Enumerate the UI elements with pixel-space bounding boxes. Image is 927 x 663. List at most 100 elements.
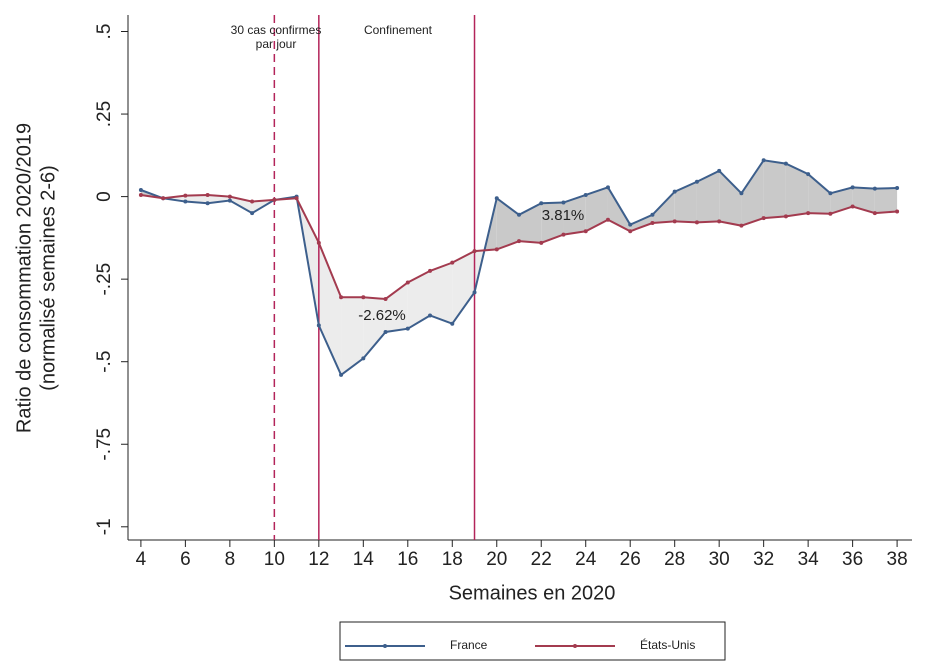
x-tick-label: 38 <box>887 549 908 570</box>
point <box>450 321 455 326</box>
point <box>339 295 344 300</box>
point <box>138 192 143 197</box>
point <box>494 196 499 201</box>
annotation: Confinement <box>364 23 433 37</box>
point <box>161 196 166 201</box>
point <box>828 211 833 216</box>
y-tick-label: .25 <box>94 101 115 127</box>
x-tick-label: 8 <box>225 549 236 570</box>
point <box>850 204 855 209</box>
legend-box <box>339 621 726 661</box>
gap-area <box>808 174 831 214</box>
x-tick-label: 24 <box>575 549 597 570</box>
point <box>694 220 699 225</box>
gap-area <box>674 181 697 223</box>
gap-area <box>763 160 786 219</box>
gap-area <box>452 251 475 324</box>
point <box>272 197 277 202</box>
point <box>872 211 877 216</box>
point <box>183 193 188 198</box>
gap-area <box>741 160 764 226</box>
point <box>806 172 811 177</box>
point <box>694 179 699 184</box>
x-tick-label: 20 <box>486 549 507 570</box>
x-tick-label: 10 <box>264 549 285 570</box>
gap-area <box>363 297 386 359</box>
x-tick-label: 26 <box>620 549 641 570</box>
y-axis-label: Ratio de consommation 2020/2019 <box>13 123 35 433</box>
x-axis-label: Semaines en 2020 <box>449 582 616 604</box>
x-tick-label: 16 <box>397 549 418 570</box>
point <box>383 296 388 301</box>
x-tick-label: 36 <box>842 549 863 570</box>
point <box>516 212 521 217</box>
point <box>539 201 544 206</box>
gap-area <box>407 270 431 329</box>
annotation: 3.81% <box>542 207 585 224</box>
point <box>783 161 788 166</box>
point <box>227 194 232 199</box>
point <box>472 249 477 254</box>
y-tick-label: -.75 <box>94 428 115 461</box>
point <box>761 216 766 221</box>
gap-area <box>518 203 542 243</box>
point <box>539 240 544 245</box>
gap-area <box>630 214 653 232</box>
point <box>339 372 344 377</box>
point <box>561 232 566 237</box>
point <box>405 280 410 285</box>
point <box>850 185 855 190</box>
point <box>294 196 299 201</box>
point <box>361 356 366 361</box>
x-tick-label: 4 <box>136 549 147 570</box>
y-tick-label: -1 <box>94 518 115 535</box>
annotation: par jour <box>256 37 297 51</box>
point <box>872 186 877 191</box>
gap-area <box>385 282 408 332</box>
point <box>316 240 321 245</box>
gap-area <box>341 297 364 375</box>
x-tick-label: 18 <box>442 549 463 570</box>
gap-area <box>830 187 853 214</box>
point <box>361 295 366 300</box>
y-axis-label: (normalisé semaines 2-6) <box>37 165 59 391</box>
gap-area <box>785 163 809 217</box>
x-tick-label: 6 <box>180 549 191 570</box>
point <box>806 211 811 216</box>
y-tick-label: 0 <box>94 191 115 202</box>
point <box>739 223 744 228</box>
x-tick-label: 32 <box>753 549 774 570</box>
point <box>761 158 766 163</box>
point <box>739 191 744 196</box>
gap-area <box>585 187 608 232</box>
point <box>895 209 900 214</box>
gap-area <box>652 191 675 224</box>
x-tick-label: 12 <box>308 549 329 570</box>
x-tick-label: 22 <box>531 549 552 570</box>
legend-label: États-Unis <box>640 637 695 652</box>
point <box>428 313 433 318</box>
point <box>650 221 655 226</box>
point <box>450 260 455 265</box>
point <box>250 199 255 204</box>
annotation: 30 cas confirmes <box>231 23 322 37</box>
x-tick-label: 28 <box>664 549 685 570</box>
point <box>583 229 588 234</box>
gap-area <box>541 202 564 243</box>
point <box>472 290 477 295</box>
gap-area <box>852 187 875 214</box>
point <box>405 326 410 331</box>
point <box>250 211 255 216</box>
x-tick-label: 34 <box>798 549 820 570</box>
point <box>717 168 722 173</box>
y-tick-label: -.5 <box>94 351 115 373</box>
gap-area <box>696 170 720 223</box>
gap-area <box>318 242 342 375</box>
point <box>672 189 677 194</box>
gap-area <box>719 170 742 226</box>
legend-swatch-point <box>383 644 387 648</box>
gap-area <box>430 262 453 324</box>
gap-area <box>563 194 586 235</box>
point <box>316 323 321 328</box>
